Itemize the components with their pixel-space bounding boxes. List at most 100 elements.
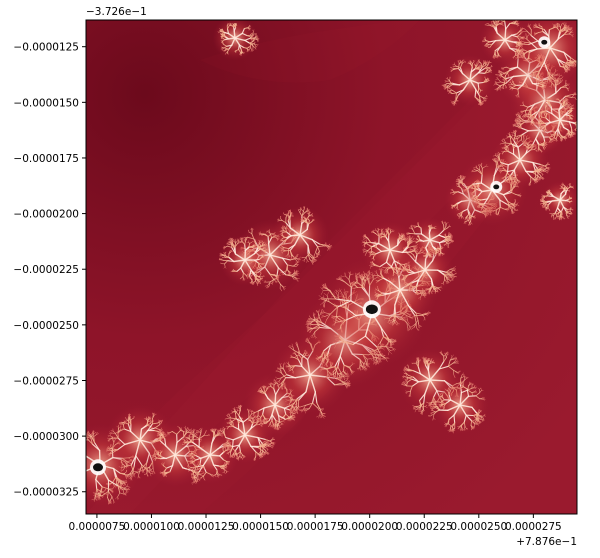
- filament-branch: [190, 460, 192, 462]
- filament-branch: [120, 481, 123, 485]
- filament-branch: [123, 492, 126, 495]
- filament-branch: [162, 432, 164, 435]
- filament-branch: [95, 478, 103, 488]
- filament-branch: [91, 443, 101, 452]
- filament-branch: [109, 450, 113, 454]
- filament-branch: [119, 492, 125, 495]
- filament-branch: [64, 459, 68, 461]
- filament-branch: [144, 473, 147, 475]
- filament-branch: [153, 453, 156, 456]
- filament-branch: [88, 434, 92, 439]
- filament-branch: [108, 500, 110, 504]
- filament-branch: [195, 466, 198, 468]
- filament-branch: [75, 472, 84, 475]
- filament-branch: [216, 475, 219, 478]
- filament-branch: [160, 451, 162, 454]
- filament-branch: [60, 471, 62, 473]
- filament-branch: [191, 460, 194, 463]
- filament-branch: [107, 490, 113, 498]
- filament-branch: [65, 478, 67, 479]
- filament-branch: [189, 457, 192, 459]
- filament-branch: [181, 429, 184, 432]
- filament-branch: [93, 432, 97, 434]
- filament-branch: [192, 471, 195, 475]
- plot-area: [59, 19, 578, 515]
- filament-branch: [201, 475, 204, 478]
- filament-branch: [123, 486, 128, 489]
- filament-branch: [150, 420, 152, 424]
- filament-branch: [93, 493, 96, 496]
- filament-branch: [165, 454, 176, 460]
- filament-branch: [87, 437, 92, 439]
- filament-branch: [117, 429, 121, 433]
- filament-branch: [161, 435, 166, 440]
- filament-branch: [67, 483, 70, 485]
- filament-branch: [69, 465, 73, 466]
- filament-branch: [209, 454, 221, 457]
- filament-branch: [154, 424, 160, 429]
- filament-branch: [195, 480, 198, 483]
- filament-branch: [59, 473, 62, 474]
- filament-branch: [177, 426, 180, 428]
- filament-branch: [191, 461, 194, 464]
- filament-branch: [110, 435, 114, 439]
- filament-branch: [104, 492, 108, 494]
- filament-branch: [86, 434, 90, 436]
- filament-branch: [195, 433, 198, 436]
- filament-branch: [65, 457, 69, 458]
- filament-branch: [222, 466, 225, 470]
- filament-branch: [192, 437, 194, 443]
- filament-branch: [62, 478, 65, 479]
- filament-branch: [184, 441, 187, 445]
- filament-branch: [67, 468, 69, 469]
- filament-branch: [70, 475, 75, 479]
- filament-branch: [70, 475, 75, 477]
- filament-branch: [224, 463, 227, 467]
- filament-branch: [198, 430, 202, 434]
- filament-branch: [108, 448, 113, 451]
- filament-branch: [115, 496, 118, 500]
- filament-branch: [125, 417, 127, 420]
- filament-branch: [123, 422, 125, 426]
- filament-branch: [125, 475, 129, 477]
- filament-branch: [190, 470, 194, 473]
- filament-branch: [155, 457, 161, 460]
- filament-branch: [109, 500, 111, 504]
- filament-branch: [192, 455, 194, 458]
- filament-branch: [327, 354, 329, 362]
- filament-branch: [223, 465, 226, 468]
- filament-branch: [140, 424, 148, 430]
- filament-branch: [190, 431, 193, 433]
- filament-branch: [66, 468, 68, 470]
- filament-branch: [201, 466, 204, 468]
- filament-branch: [138, 471, 141, 476]
- filament-branch: [200, 429, 203, 434]
- filament-branch: [223, 463, 226, 466]
- filament-branch: [133, 472, 136, 476]
- filament-branch: [161, 420, 163, 424]
- filament-branch: [126, 487, 130, 490]
- filament-branch: [199, 428, 201, 431]
- filament-branch: [73, 459, 75, 466]
- filament-branch: [93, 491, 96, 495]
- filament-branch: [61, 462, 64, 464]
- filament-branch: [83, 440, 85, 441]
- filament-branch: [183, 431, 186, 434]
- filament-branch: [65, 451, 67, 452]
- filament-branch: [165, 474, 167, 477]
- filament-branch: [107, 490, 109, 498]
- filament-branch: [117, 496, 119, 500]
- filament-branch: [118, 426, 122, 429]
- filament-branch: [62, 473, 66, 475]
- filament-branch: [84, 439, 86, 440]
- filament-branch: [88, 432, 90, 436]
- filament-branch: [63, 457, 65, 459]
- filament-branch: [159, 421, 161, 426]
- filament-branch: [294, 365, 303, 367]
- filament-branch: [139, 429, 149, 441]
- filament-branch: [159, 420, 163, 422]
- filament-branch: [191, 481, 195, 484]
- filament-branch: [176, 436, 185, 443]
- filament-branch: [181, 437, 184, 440]
- filament-branch: [111, 487, 114, 490]
